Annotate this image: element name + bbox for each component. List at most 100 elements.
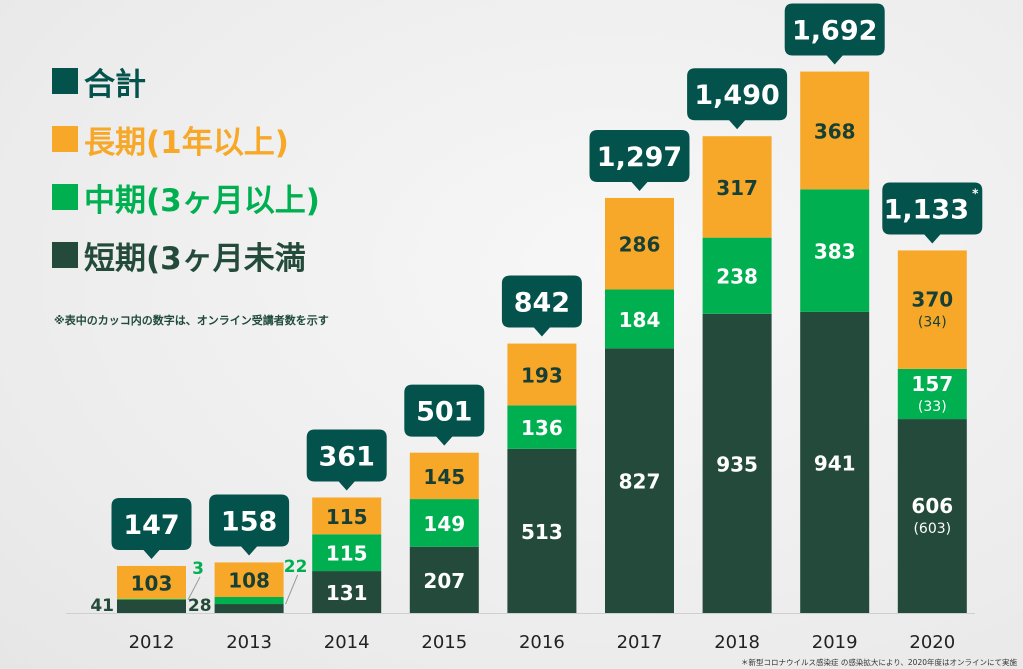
x-tick-label: 2016 [519, 632, 565, 653]
note: ※表中のカッコ内の数字は、オンライン受講者数を示す [54, 314, 329, 327]
bar-segment [507, 343, 577, 406]
bar-segment [800, 311, 870, 613]
total-label: 1,133 [884, 194, 969, 225]
bar-segment [507, 448, 577, 613]
bar-segment [605, 197, 674, 290]
total-label: 842 [514, 288, 570, 319]
x-tick-label: 2019 [812, 632, 858, 653]
total-callout [687, 68, 788, 130]
x-tick-label: 2012 [129, 632, 175, 653]
bar-segment [800, 189, 870, 312]
data-label: 103 [131, 571, 173, 595]
data-label: 193 [521, 363, 563, 387]
data-label: 115 [326, 542, 368, 566]
data-label: 22 [284, 557, 308, 577]
legend-swatch [52, 68, 78, 94]
data-label: 606 [911, 494, 953, 518]
data-label: 941 [814, 451, 856, 475]
legend-swatch [52, 184, 78, 210]
data-label: 827 [619, 470, 661, 494]
legend-item-long: 長期(1年以上) [52, 110, 320, 168]
legend-swatch [52, 242, 78, 268]
data-label: 286 [619, 233, 661, 257]
total-callout [784, 3, 885, 65]
footnote: ＊新型コロナウイルス感染症 の感染拡大により、2020年度はオンラインにて実施 [740, 658, 1017, 667]
online-label: (34) [918, 315, 947, 331]
x-tick-label: 2017 [617, 632, 663, 653]
data-label: 368 [814, 119, 856, 143]
bar-segment [409, 452, 479, 500]
bar-segment [312, 571, 382, 613]
total-callout [404, 384, 485, 446]
online-label: (603) [913, 521, 951, 537]
bar-segment [702, 313, 772, 613]
total-mark: * [972, 186, 979, 200]
bar-segment [702, 136, 772, 238]
bar-segment [214, 604, 284, 613]
legend-item-short: 短期(3ヶ月未満 [52, 226, 320, 284]
leader-line [285, 574, 299, 605]
total-callout [209, 494, 290, 556]
bar-segment [117, 599, 186, 613]
total-callout [501, 275, 582, 337]
legend: 合計 長期(1年以上) 中期(3ヶ月以上) 短期(3ヶ月未満 [52, 52, 320, 284]
data-label: 131 [326, 581, 368, 605]
data-label: 383 [814, 240, 856, 264]
data-label: 238 [716, 265, 758, 289]
total-label: 1,490 [694, 80, 779, 111]
bar-segment [800, 71, 870, 190]
bar-segment [507, 405, 577, 449]
legend-item-total: 合計 [52, 52, 320, 110]
data-label: 41 [90, 596, 114, 616]
bar-segment [117, 565, 186, 599]
bar-segment [702, 237, 772, 314]
total-label: 158 [221, 506, 277, 537]
total-callout [306, 429, 387, 491]
data-label: 3 [192, 559, 204, 579]
total-label: 361 [319, 441, 375, 472]
data-label: 935 [716, 452, 758, 476]
bar-segment [897, 368, 967, 420]
bar-segment [312, 534, 382, 572]
legend-label: 中期(3ヶ月以上) [84, 182, 320, 219]
total-label: 501 [416, 397, 472, 428]
bar-segment [605, 289, 674, 349]
leader-line [187, 576, 201, 601]
total-label: 147 [123, 510, 179, 541]
data-label: 108 [228, 569, 270, 593]
data-label: 28 [188, 596, 212, 616]
total-label: 1,692 [792, 16, 877, 47]
bar-segment [897, 250, 967, 369]
data-label: 317 [716, 176, 758, 200]
bar-segment [117, 598, 186, 600]
legend-label: 長期(1年以上) [84, 124, 289, 161]
bar-segment [312, 497, 382, 535]
legend-swatch [52, 126, 78, 152]
bar-segment [214, 597, 284, 605]
bar-segment [409, 546, 479, 613]
total-callout [882, 182, 983, 244]
x-tick-label: 2020 [909, 632, 955, 653]
data-label: 370 [911, 288, 953, 312]
x-tick-label: 2015 [421, 632, 467, 653]
data-label: 184 [619, 308, 661, 332]
data-label: 157 [911, 372, 953, 396]
data-label: 136 [521, 416, 563, 440]
bar-segment [897, 419, 967, 613]
total-label: 1,297 [597, 142, 682, 173]
x-tick-label: 2018 [714, 632, 760, 653]
x-tick-label: 2014 [324, 632, 370, 653]
bar-segment [605, 348, 674, 613]
bar-segment [409, 499, 479, 547]
data-label: 207 [423, 569, 465, 593]
x-tick-label: 2013 [226, 632, 272, 653]
bar-segment [214, 562, 284, 597]
total-callout [589, 129, 690, 191]
total-callout [111, 497, 192, 559]
data-label: 145 [423, 465, 465, 489]
online-label: (33) [918, 399, 947, 415]
legend-item-mid: 中期(3ヶ月以上) [52, 168, 320, 226]
legend-label: 短期(3ヶ月未満 [84, 240, 306, 277]
